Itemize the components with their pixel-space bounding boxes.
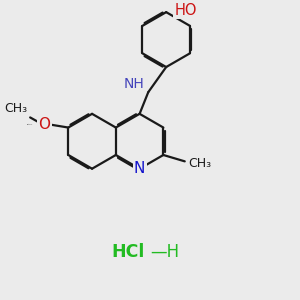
Text: HO: HO bbox=[174, 3, 197, 18]
Text: CH₃: CH₃ bbox=[4, 102, 27, 115]
Text: O: O bbox=[39, 117, 51, 132]
Text: methoxy: methoxy bbox=[26, 124, 33, 125]
Text: HCl: HCl bbox=[112, 244, 145, 262]
Text: CH₃: CH₃ bbox=[188, 157, 212, 169]
Text: N: N bbox=[134, 161, 145, 176]
Text: —H: —H bbox=[150, 244, 179, 262]
Text: NH: NH bbox=[124, 77, 145, 91]
